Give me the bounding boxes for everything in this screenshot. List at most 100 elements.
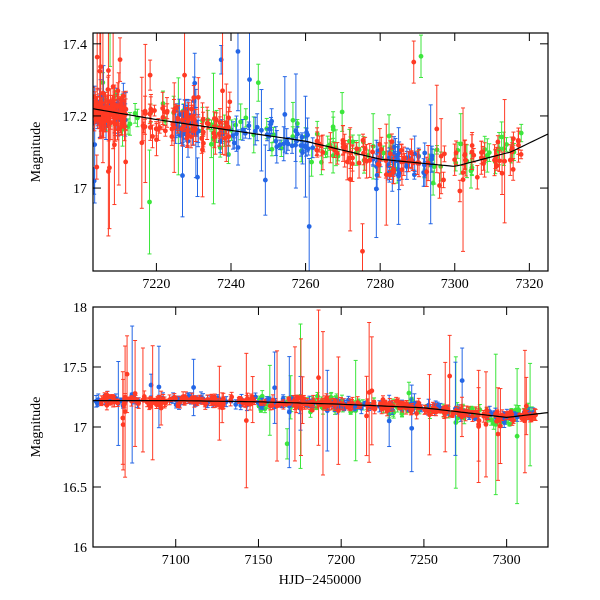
top-data-points [93,33,524,271]
y-tick-label: 17 [73,421,87,436]
y-tick-label: 17.5 [63,361,88,376]
x-tick-label: 7320 [515,277,543,292]
blue-data-point [274,130,280,164]
green-data-point [262,404,268,414]
green-data-point [430,170,436,196]
red-data-point [115,103,120,131]
red-data-point [364,375,369,457]
blue-data-point [396,141,402,163]
red-data-point [511,131,516,146]
blue-data-point [254,113,260,142]
x-tick-label: 7250 [410,553,438,568]
x-tick-label: 7300 [493,553,521,568]
red-data-point [409,405,415,415]
red-data-point [415,400,420,411]
blue-data-point [252,116,258,146]
x-tick-label: 7150 [244,553,272,568]
red-data-point [437,172,442,199]
blue-data-point [306,158,312,271]
red-data-point [459,396,465,438]
red-data-point [516,127,521,163]
blue-data-point [412,135,418,173]
red-data-point [442,145,447,163]
top-ticks: 7220 7240 7260 7280 7300 7320 17 17.2 17.4 [63,33,548,292]
red-data-point [369,336,375,446]
red-data-point [452,143,458,176]
bottom-x-axis-title: HJD−2450000 [279,573,362,588]
top-model-curve [93,108,548,167]
red-data-point [389,133,395,150]
green-data-point [269,142,275,157]
red-data-point [314,144,320,157]
red-data-point [170,107,176,142]
red-data-point [378,136,384,162]
red-data-point [121,402,127,407]
red-data-point [226,106,231,129]
green-data-point [125,118,131,135]
blue-data-point [247,33,252,140]
blue-data-point [289,137,295,154]
red-data-point [380,401,386,407]
red-data-point [195,77,201,118]
y-tick-label: 17.4 [63,38,88,53]
red-data-point [243,352,249,489]
red-data-point [494,418,500,424]
green-data-point [504,137,509,152]
red-data-point [483,371,489,478]
red-data-point [153,121,159,137]
bottom-panel: 7100 7150 7200 7250 7300 16 16.5 17 17.5 18 Magni… [29,301,549,588]
red-data-point [362,149,368,171]
green-data-point [418,34,424,78]
blue-data-point [234,115,239,152]
blue-data-point [409,384,415,473]
red-data-point [424,156,430,187]
blue-data-point [391,136,397,159]
x-tick-label: 7100 [162,553,190,568]
red-data-point [360,133,366,147]
green-data-point [132,102,138,124]
y-tick-label: 18 [73,301,87,316]
red-data-point [518,149,524,160]
x-tick-label: 7220 [142,277,170,292]
green-data-point [147,149,152,255]
y-tick-label: 16.5 [63,481,88,496]
red-data-point [204,106,210,140]
blue-data-point [191,358,196,417]
blue-data-point [259,89,264,172]
red-data-point [495,135,501,149]
bottom-y-axis-title: Magnitude [29,397,44,458]
green-data-point [255,63,261,102]
red-data-point [390,154,396,185]
red-data-point [298,338,304,456]
red-data-point [142,118,148,135]
x-tick-label: 7260 [292,277,320,292]
red-data-point [309,407,315,413]
red-data-point [441,171,446,189]
red-data-point [212,118,218,155]
red-data-point [463,143,469,177]
green-data-point [330,116,336,143]
y-tick-label: 17.2 [63,110,88,125]
red-data-point [112,84,117,206]
red-data-point [474,165,480,190]
blue-data-point [156,345,162,429]
red-data-point [100,33,106,164]
red-data-point [175,402,181,409]
green-data-point [370,113,376,180]
red-data-point [160,104,166,131]
green-data-point [514,368,520,505]
red-data-point [200,102,205,198]
green-data-point [208,130,214,159]
red-data-point [199,122,205,154]
red-data-point [316,309,321,446]
top-axes-frame [92,32,549,272]
blue-data-point [272,351,278,424]
red-data-point [122,345,128,478]
red-data-point [136,397,142,409]
blue-data-point [230,121,236,150]
blue-data-point [235,33,241,112]
bottom-ticks: 7100 7150 7200 7250 7300 16 16.5 17 17.5 18 [63,301,548,568]
blue-data-point [286,356,292,469]
y-tick-label: 16 [73,541,87,556]
